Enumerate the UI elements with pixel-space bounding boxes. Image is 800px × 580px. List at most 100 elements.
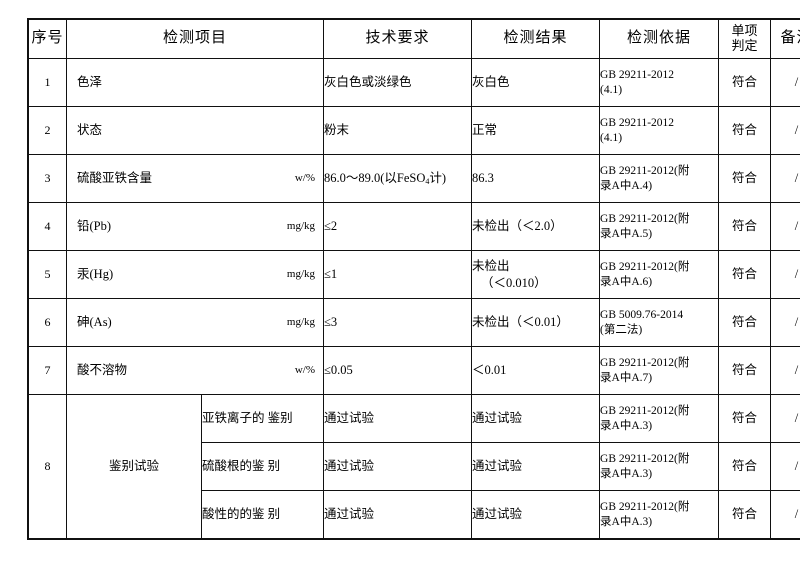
cell-judgement: 符合 (718, 154, 772, 203)
cell-judgement: 符合 (718, 442, 772, 491)
subitem-line1: 酸性的的鉴 (202, 507, 265, 522)
basis-line2: (第二法) (600, 323, 643, 336)
cell-note: / (770, 202, 800, 251)
cell-no: 4 (28, 202, 67, 251)
header-judgement-line2: 判定 (731, 38, 758, 53)
cell-basis: GB 29211-2012 (4.1) (599, 106, 720, 155)
cell-subitem: 亚铁离子的 鉴别 (200, 394, 325, 443)
cell-requirement: 粉末 (323, 106, 473, 155)
subitem-line2: 别 (267, 459, 281, 474)
cell-no: 7 (28, 346, 67, 395)
table-row: 4 铅(Pb) mg/kg ≤2 未检出（＜2.0） GB 29211-2012… (28, 202, 800, 251)
cell-note: / (770, 298, 800, 347)
cell-item: 砷(As) mg/kg (65, 298, 325, 347)
cell-requirement: ≤0.05 (323, 346, 473, 395)
cell-result: 未检出（＜2.0） (471, 202, 601, 251)
cell-item-group: 鉴别试验 (66, 394, 202, 539)
cell-no: 3 (28, 154, 67, 203)
table-row: 3 硫酸亚铁含量 w/% 86.0～89.0(以FeSO4计) 86.3 GB … (28, 154, 800, 203)
basis-line2: 录A中A.5) (600, 227, 653, 240)
header-cell-no: 序号 (28, 19, 67, 59)
header-judgement-line1: 单项 (731, 23, 758, 39)
cell-requirement: 灰白色或淡绿色 (323, 58, 473, 107)
basis-line1: GB 29211-2012(附 (600, 356, 690, 369)
table-row: 7 酸不溶物 w/% ≤0.05 ＜0.01 GB 29211-2012(附 录… (28, 346, 800, 395)
cell-requirement: 86.0～89.0(以FeSO4计) (323, 154, 473, 203)
basis-line2: 录A中A.3) (600, 419, 653, 432)
cell-judgement: 符合 (718, 58, 772, 107)
table-row: 2 状态 粉末 正常 GB 29211-2012 (4.1) 符合 / (28, 106, 800, 155)
cell-basis: GB 29211-2012(附 录A中A.5) (599, 202, 720, 251)
subitem-line2: 鉴别 (267, 411, 293, 426)
cell-no: 2 (28, 106, 67, 155)
header-cell-requirement: 技术要求 (323, 19, 473, 59)
cell-basis: GB 29211-2012(附 录A中A.3) (599, 394, 720, 443)
table-row: 6 砷(As) mg/kg ≤3 未检出（＜0.01） GB 5009.76-2… (28, 298, 800, 347)
subitem-line1: 硫酸根的鉴 (202, 459, 265, 474)
item-name: 铅(Pb) (77, 219, 112, 234)
result-line1: 正常 (472, 123, 498, 138)
requirement-subscript: 4 (425, 177, 430, 187)
basis-line2: 录A中A.6) (600, 275, 653, 288)
basis-line1: GB 29211-2012(附 (600, 404, 690, 417)
item-unit: mg/kg (286, 220, 316, 233)
table-row: 1 色泽 灰白色或淡绿色 灰白色 GB 29211-2012 (4.1) 符合 … (28, 58, 800, 107)
basis-line1: GB 29211-2012(附 (600, 500, 690, 513)
cell-judgement: 符合 (718, 298, 772, 347)
cell-item: 状态 (65, 106, 325, 155)
cell-basis: GB 29211-2012(附 录A中A.4) (599, 154, 720, 203)
result-line1: 未检出（＜0.01） (472, 315, 569, 330)
table-row: 酸性的的鉴 别 通过试验 通过试验 GB 29211-2012(附 录A中A.3… (29, 490, 800, 539)
cell-note: / (770, 490, 800, 539)
result-line1: 86.3 (472, 171, 494, 186)
result-line1: ＜0.01 (472, 363, 507, 378)
basis-line1: GB 29211-2012(附 (600, 260, 690, 273)
table-row: 8 鉴别试验 亚铁离子的 鉴别 通过试验 通过试验 GB 29211-2012(… (28, 394, 800, 539)
cell-requirement: ≤3 (323, 298, 473, 347)
basis-line2: 录A中A.3) (600, 515, 653, 528)
cell-result: 未检出 （＜0.010） (471, 250, 601, 299)
cell-note: / (770, 346, 800, 395)
cell-note: / (770, 442, 800, 491)
requirement-suffix: 计) (429, 171, 447, 186)
cell-judgement: 符合 (718, 490, 772, 539)
cell-result: 86.3 (471, 154, 601, 203)
cell-note: / (770, 394, 800, 443)
cell-result: 通过试验 (471, 394, 601, 443)
cell-basis: GB 29211-2012(附 录A中A.7) (599, 346, 720, 395)
header-row: 序号 检测项目 技术要求 检测结果 检测依据 单项 判定 备注 (28, 19, 800, 59)
cell-judgement: 符合 (718, 394, 772, 443)
result-line1: 未检出（＜2.0） (472, 219, 563, 234)
item-unit: mg/kg (286, 316, 316, 329)
cell-requirement: 通过试验 (323, 394, 473, 443)
cell-judgement: 符合 (718, 106, 772, 155)
table-row: 硫酸根的鉴 别 通过试验 通过试验 GB 29211-2012(附 录A中A.3… (29, 442, 800, 491)
cell-result: ＜0.01 (471, 346, 601, 395)
cell-result: 正常 (471, 106, 601, 155)
basis-line2: 录A中A.4) (600, 179, 653, 192)
cell-note: / (770, 58, 800, 107)
basis-line1: GB 29211-2012(附 (600, 452, 690, 465)
cell-judgement: 符合 (718, 202, 772, 251)
result-line1: 灰白色 (472, 75, 510, 90)
cell-note: / (770, 250, 800, 299)
basis-line2: 录A中A.3) (600, 467, 653, 480)
cell-subitem: 酸性的的鉴 别 (200, 490, 325, 539)
cell-basis: GB 29211-2012(附 录A中A.3) (599, 442, 720, 491)
subitem-line2: 别 (267, 507, 281, 522)
table-body: 1 色泽 灰白色或淡绿色 灰白色 GB 29211-2012 (4.1) 符合 … (28, 58, 800, 539)
cell-note: / (770, 154, 800, 203)
basis-line2: (4.1) (600, 83, 623, 96)
cell-basis: GB 29211-2012(附 录A中A.3) (599, 490, 720, 539)
cell-item: 铅(Pb) mg/kg (65, 202, 325, 251)
cell-requirement: ≤2 (323, 202, 473, 251)
cell-no: 8 (28, 394, 67, 539)
cell-result: 通过试验 (471, 442, 601, 491)
item-name: 色泽 (77, 75, 103, 90)
item-unit: w/% (294, 172, 316, 185)
item-unit: mg/kg (286, 268, 316, 281)
cell-item: 汞(Hg) mg/kg (65, 250, 325, 299)
item-name: 砷(As) (77, 315, 112, 330)
item-name: 状态 (77, 123, 103, 138)
